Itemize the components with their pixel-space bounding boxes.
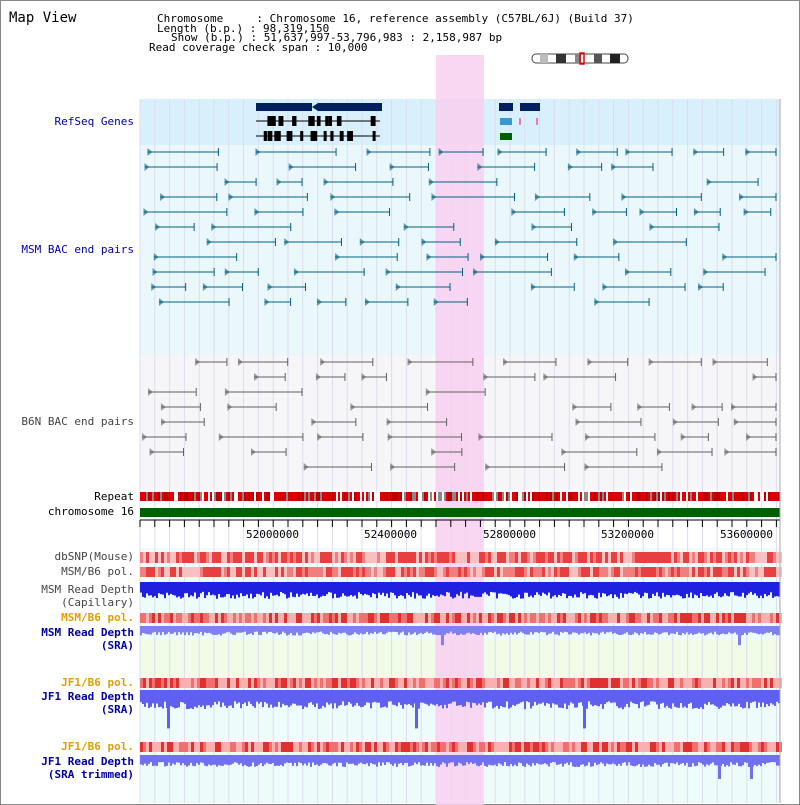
label-msm-b6-pol[interactable]: MSM/B6 pol. (61, 565, 134, 578)
refseq-exons (263, 116, 376, 141)
heat-tracks (140, 552, 782, 752)
label-jf1-read-depth-trim-sub: (SRA trimmed) (47, 768, 134, 781)
label-jf1-read-depth-sra-sub: (SRA) (100, 703, 134, 716)
tick-label: 53600000 (720, 528, 773, 541)
tick-label: 52800000 (483, 528, 536, 541)
page-title: Map View (9, 10, 77, 26)
label-jf1-b6-pol[interactable]: JF1/B6 pol. (61, 676, 134, 689)
show-info: Show (b.p.) : 51,637,997-53,796,983 : 2,… (171, 31, 503, 44)
label-dbsnp[interactable]: dbSNP(Mouse) (54, 550, 134, 563)
chromosome-info: Chromosome : Chromosome 16, reference as… (157, 12, 634, 25)
label-msm-b6-pol-2[interactable]: MSM/B6 pol. (61, 611, 134, 624)
label-jf1-b6-pol-2[interactable]: JF1/B6 pol. (61, 740, 134, 753)
b6n-bac-pairs (142, 358, 777, 471)
tick-label: 52000000 (246, 528, 299, 541)
label-repeat: Repeat (94, 490, 134, 503)
label-jf1-read-depth-trim[interactable]: JF1 Read Depth (41, 755, 134, 768)
depth-tracks (140, 582, 780, 779)
label-chromosome: chromosome 16 (47, 505, 134, 518)
chromosome-ideogram (531, 52, 629, 65)
chromosome-bar (140, 508, 780, 517)
coverage-info: Read coverage check span : 10,000 (149, 41, 368, 54)
tick-label: 53200000 (601, 528, 654, 541)
label-refseq[interactable]: RefSeq Genes (54, 115, 134, 128)
label-msm-read-depth-cap[interactable]: MSM Read Depth (41, 583, 134, 596)
msm-bac-pairs (143, 148, 777, 306)
tick-label: 52400000 (364, 528, 417, 541)
label-msm-read-depth-sra-sub: (SRA) (100, 639, 134, 652)
repeat-track (140, 492, 780, 501)
label-msm-bac[interactable]: MSM BAC end pairs (21, 243, 134, 256)
label-b6n-bac[interactable]: B6N BAC end pairs (21, 415, 134, 428)
axis-ticks (139, 520, 777, 527)
label-msm-read-depth-sra[interactable]: MSM Read Depth (41, 626, 134, 639)
label-jf1-read-depth-sra[interactable]: JF1 Read Depth (41, 690, 134, 703)
label-msm-read-depth-cap-sub: (Capillary) (61, 596, 134, 609)
length-info: Length (b.p.) : 98,319,150 (157, 22, 330, 35)
